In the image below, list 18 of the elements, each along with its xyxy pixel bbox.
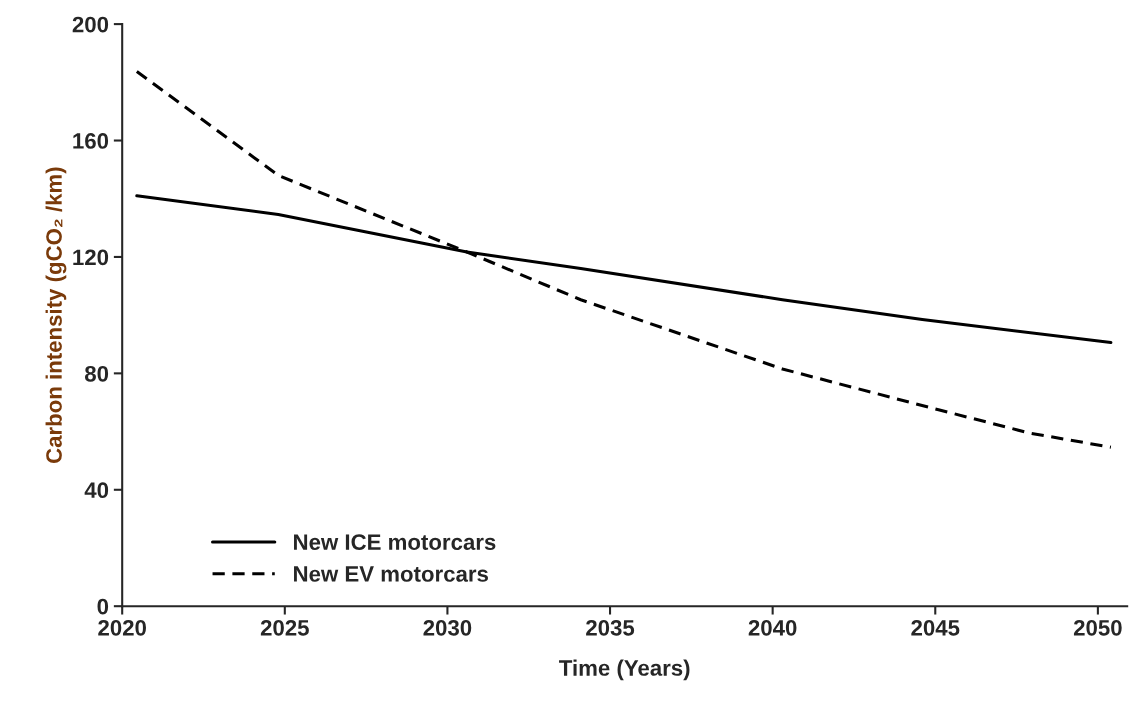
y-tick-label: 200 bbox=[72, 16, 109, 33]
x-tick-label: 2050 bbox=[1073, 619, 1122, 636]
y-tick-label: 40 bbox=[84, 482, 109, 499]
x-tick-label: 2045 bbox=[911, 619, 960, 636]
line-series bbox=[135, 70, 1113, 449]
x-axis-title: Time (Years) bbox=[559, 659, 690, 681]
x-tick-label: 2025 bbox=[260, 619, 309, 636]
y-tick-label: 160 bbox=[73, 133, 109, 149]
legend-label: New EV motorcars bbox=[294, 566, 488, 582]
x-tick-label: 2020 bbox=[98, 619, 146, 636]
legend-label: New ICE motorcars bbox=[294, 534, 496, 550]
y-tick-label: 80 bbox=[84, 365, 109, 382]
x-tick-label: 2040 bbox=[748, 619, 797, 636]
x-tick-label: 2030 bbox=[423, 619, 472, 636]
x-tick-label: 2035 bbox=[586, 619, 635, 636]
y-axis-title: Carbon intensity (gCO₂ /km) bbox=[45, 167, 67, 463]
y-tick-label: 0 bbox=[97, 598, 109, 615]
y-tick-label: 120 bbox=[73, 249, 109, 266]
